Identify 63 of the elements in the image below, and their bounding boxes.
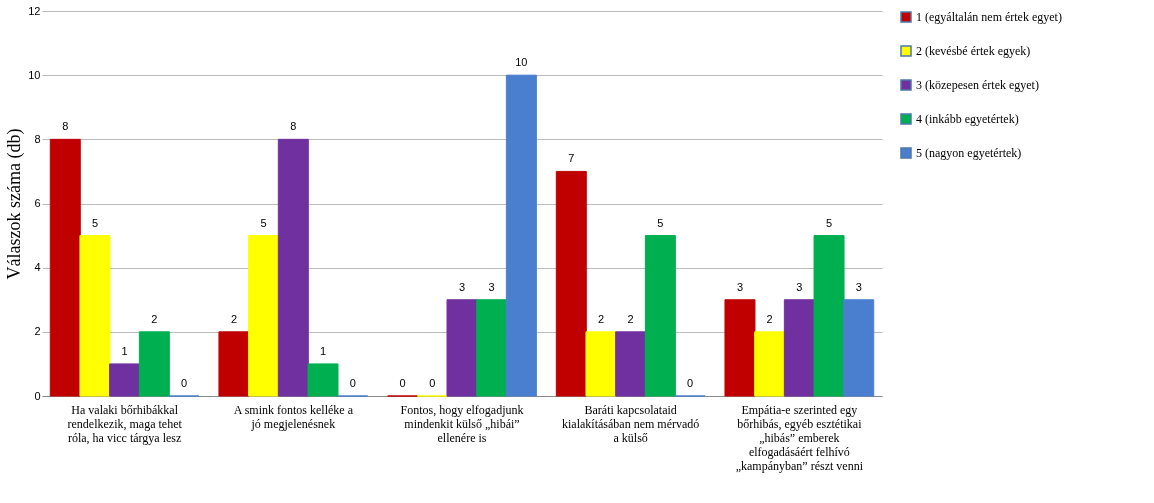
- data-label: 3: [855, 280, 862, 293]
- bar: [248, 235, 280, 397]
- bar: [754, 331, 786, 397]
- y-tick-label: 6: [34, 197, 41, 209]
- bar: [277, 138, 309, 397]
- bar: [585, 331, 617, 397]
- data-label: 1: [121, 344, 128, 357]
- bar: [843, 299, 875, 397]
- x-tick-label: A smink fontos kelléke a jó megjelenésnek: [233, 402, 354, 431]
- x-tick-label: Baráti kapcsolataid kialakításában nem mérvadó a külső: [562, 402, 700, 445]
- y-axis-title: Válaszok száma (db): [4, 128, 26, 280]
- data-label: 10: [515, 56, 528, 69]
- bar: [555, 170, 587, 397]
- bar: [783, 299, 815, 397]
- data-label: 7: [568, 152, 575, 165]
- data-label: 0: [686, 377, 694, 389]
- data-label: 5: [91, 216, 99, 229]
- data-label: 0: [180, 377, 188, 389]
- data-label: 5: [260, 216, 267, 229]
- bar: [615, 331, 647, 397]
- y-tick-label: 0: [34, 389, 41, 402]
- data-label: 5: [657, 216, 664, 229]
- bar: [446, 299, 478, 397]
- data-label: 3: [796, 280, 803, 293]
- data-label: 0: [429, 377, 436, 389]
- data-label: 3: [458, 280, 466, 293]
- data-label: 0: [399, 377, 406, 389]
- bar: [218, 331, 250, 397]
- bar: [505, 74, 537, 397]
- legend-label: 4 (inkább egyetértek): [916, 112, 1019, 126]
- legend-label: 2 (kevésbé értek egyek): [916, 44, 1031, 58]
- x-tick-label: Ha valaki bőrhibákkal rendelkezik, maga tehet róla, ha vicc tárgya lesz: [67, 402, 183, 445]
- legend-label: 3 (közepesen értek egyet): [916, 78, 1039, 92]
- y-tick-label: 4: [34, 261, 41, 274]
- data-label: 0: [349, 377, 356, 389]
- data-label: 8: [290, 120, 297, 133]
- x-tick-label: Empátia-e szerinted egy bőrhibás, egyéb esztétikai „hibás” emberek elfogadásáért felhívó „kampányban” részt venni: [735, 402, 864, 473]
- y-tick-label: 10: [28, 68, 41, 81]
- x-tick-label: Fontos, hogy elfogadjunk mindenkit külső „hibái” ellenére is: [400, 402, 524, 445]
- bar: [79, 235, 111, 397]
- bar: [138, 331, 170, 397]
- data-label: 1: [319, 344, 327, 357]
- data-label: 5: [825, 216, 833, 229]
- data-label: 2: [151, 312, 158, 325]
- data-label: 2: [766, 312, 773, 325]
- legend-label: 5 (nagyon egyetértek): [916, 146, 1022, 160]
- bar: [813, 235, 845, 397]
- bar: [476, 299, 508, 397]
- data-label: 2: [627, 312, 634, 325]
- bar: [724, 299, 756, 397]
- data-label: 2: [597, 312, 605, 325]
- data-label: 3: [736, 280, 744, 293]
- data-label: 2: [230, 312, 238, 325]
- y-tick-label: 8: [34, 132, 41, 145]
- data-label: 3: [488, 280, 495, 293]
- bar: [109, 363, 141, 397]
- bar: [307, 363, 339, 397]
- y-tick-label: 12: [28, 4, 41, 17]
- bar: [644, 235, 676, 397]
- y-tick-label: 2: [34, 325, 41, 338]
- legend-label: 1 (egyáltalán nem értek egyet): [916, 10, 1062, 24]
- bar: [49, 138, 81, 397]
- data-label: 8: [62, 120, 69, 133]
